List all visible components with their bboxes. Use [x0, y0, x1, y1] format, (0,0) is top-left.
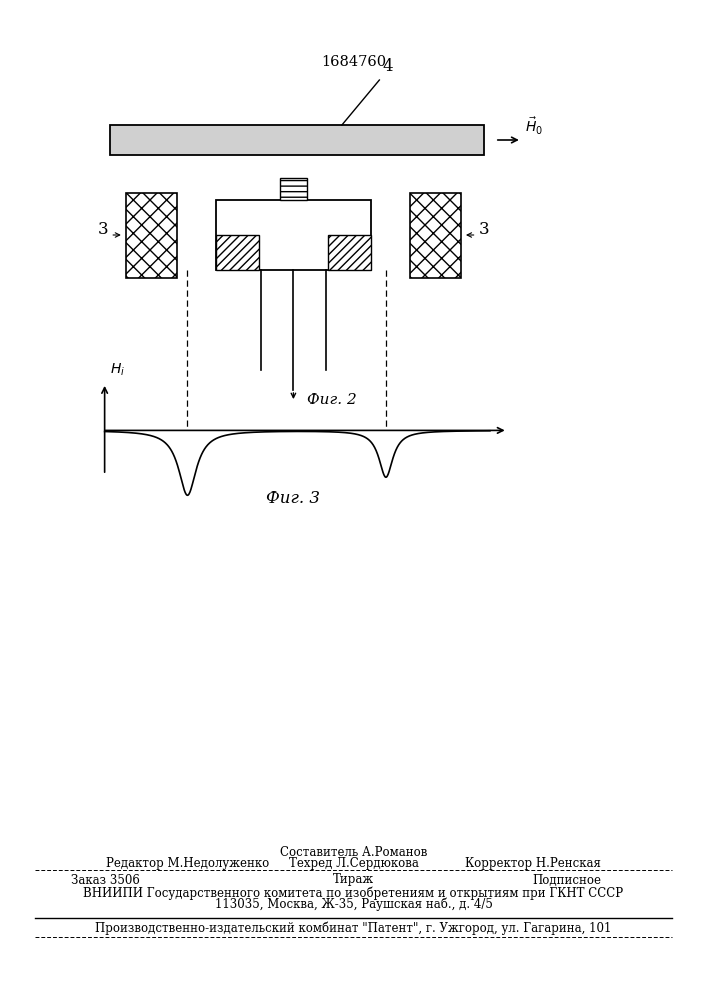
- Bar: [110, 125, 484, 155]
- Text: Подписное: Подписное: [532, 874, 601, 886]
- Text: Тираж: Тираж: [333, 874, 374, 886]
- Text: 113035, Москва, Ж-35, Раушская наб., д. 4/5: 113035, Москва, Ж-35, Раушская наб., д. …: [214, 897, 493, 911]
- Text: 4: 4: [383, 58, 394, 75]
- Text: Корректор Н.Ренская: Корректор Н.Ренская: [465, 856, 601, 869]
- Bar: [280, 178, 307, 200]
- Text: 3: 3: [98, 222, 108, 238]
- Bar: [327, 235, 371, 270]
- Bar: [126, 192, 177, 277]
- Text: Техред Л.Сердюкова: Техред Л.Сердюкова: [288, 856, 419, 869]
- Text: Редактор М.Недолуженко: Редактор М.Недолуженко: [106, 856, 269, 869]
- Text: Фиг. 3: Фиг. 3: [267, 490, 320, 507]
- Text: Производственно-издательский комбинат "Патент", г. Ужгород, ул. Гагарина, 101: Производственно-издательский комбинат "П…: [95, 921, 612, 935]
- Bar: [216, 200, 371, 270]
- Text: 1684760: 1684760: [321, 55, 386, 69]
- Text: Составитель А.Романов: Составитель А.Романов: [280, 846, 427, 858]
- Bar: [410, 192, 461, 277]
- Text: Заказ 3506: Заказ 3506: [71, 874, 139, 886]
- Text: Фиг. 2: Фиг. 2: [308, 393, 357, 407]
- Bar: [216, 235, 259, 270]
- Text: $\vec{H}_0$: $\vec{H}_0$: [525, 116, 543, 137]
- Text: $H_i$: $H_i$: [110, 362, 125, 378]
- Text: ВНИИПИ Государственного комитета по изобретениям и открытиям при ГКНТ СССР: ВНИИПИ Государственного комитета по изоб…: [83, 886, 624, 900]
- Text: 3: 3: [479, 222, 489, 238]
